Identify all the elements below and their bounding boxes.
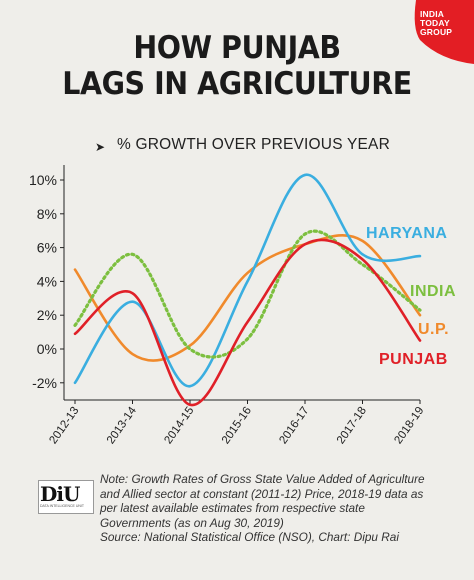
- title-line-2: LAGS IN AGRICULTURE: [62, 66, 412, 102]
- series-label-india: INDIA: [410, 283, 456, 300]
- y-tick-label: 2%: [37, 307, 57, 323]
- x-tick-label: 2014-15: [162, 405, 196, 446]
- note-line-4: Governments (as on Aug 30, 2019): [100, 515, 284, 530]
- diu-logo-border: [38, 480, 94, 514]
- x-tick-label: 2012-13: [47, 405, 81, 446]
- arrow-right-icon: ➤: [95, 140, 106, 154]
- y-tick-label: 6%: [37, 240, 57, 256]
- series-line-india: [73, 229, 422, 359]
- series-label-haryana: HARYANA: [366, 225, 447, 242]
- x-tick-label: 2016-17: [277, 405, 311, 446]
- chart-subtitle: % GROWTH OVER PREVIOUS YEAR: [117, 136, 390, 153]
- title-line-1: HOW PUNJAB: [133, 30, 341, 66]
- chart-note: Note: Growth Rates of Gross State Value …: [100, 472, 470, 545]
- series-line-haryana: [73, 173, 422, 388]
- page-title: HOW PUNJAB LAGS IN AGRICULTURE: [19, 30, 455, 102]
- y-tick-label: 8%: [37, 206, 57, 222]
- note-line-1: Note: Growth Rates of Gross State Value …: [100, 472, 425, 486]
- logo-shape: [414, 0, 474, 64]
- x-tick-label: 2018-19: [392, 405, 426, 446]
- y-tick-label: 0%: [37, 341, 57, 357]
- y-tick-label: 10%: [29, 172, 57, 188]
- series-line-up: [73, 234, 422, 362]
- x-tick-label: 2017-18: [335, 405, 369, 446]
- diu-logo: [38, 480, 94, 514]
- diu-tagline: DATA INTELLIGENCE UNIT: [40, 504, 85, 508]
- diu-logo-text: DiU: [40, 482, 80, 506]
- logo-text: INDIA TODAY GROUP: [420, 10, 470, 37]
- y-tick-label: -2%: [32, 375, 57, 391]
- y-tick-label: 4%: [37, 273, 57, 289]
- x-tick-label: 2013-14: [105, 404, 139, 446]
- india-today-group-logo: [414, 0, 474, 64]
- logo-line-2: TODAY: [420, 18, 450, 28]
- logo-line-3: GROUP: [420, 27, 453, 37]
- series-label-up: U.P.: [418, 321, 449, 338]
- note-line-3: per latest available estimates from resp…: [100, 501, 365, 515]
- note-line-2: and Allied sector at constant (2011-12) …: [100, 486, 424, 501]
- x-tick-label: 2015-16: [220, 405, 254, 446]
- series-label-punjab: PUNJAB: [379, 351, 448, 368]
- line-chart: -2% 0% 2% 4% 6% 8% 10% 2012-13 2013-14 2014-15 201…: [29, 165, 456, 446]
- series-line-punjab: [73, 238, 422, 407]
- note-line-5: Source: National Statistical Office (NSO…: [100, 530, 399, 544]
- logo-line-1: INDIA: [420, 9, 445, 19]
